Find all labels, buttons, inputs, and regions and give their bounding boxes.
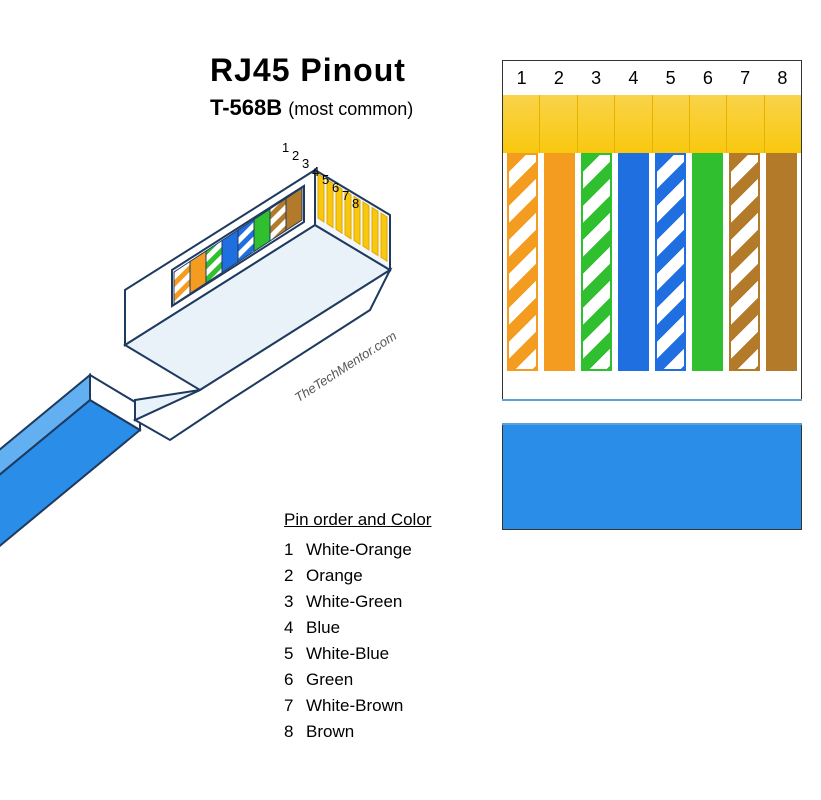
wire-7 — [729, 153, 760, 371]
subtitle-note: (most common) — [288, 99, 413, 119]
wire-8 — [766, 153, 797, 371]
gold-contact — [765, 95, 801, 153]
pin-number: 3 — [578, 61, 615, 95]
pin-number: 6 — [689, 61, 726, 95]
legend-label: Brown — [306, 722, 354, 741]
legend-label: Green — [306, 670, 353, 689]
iso-contact-6 — [363, 202, 369, 250]
legend-row: 3White-Green — [284, 592, 431, 612]
legend-row: 2Orange — [284, 566, 431, 586]
legend-title: Pin order and Color — [284, 510, 431, 530]
iso-contact-8 — [381, 213, 387, 261]
legend-row: 8Brown — [284, 722, 431, 742]
pin-number: 8 — [764, 61, 801, 95]
subtitle-main: T-568B — [210, 95, 282, 120]
iso-pin-number: 2 — [292, 148, 299, 163]
wire-3 — [581, 153, 612, 371]
subtitle: T-568B (most common) — [210, 95, 413, 121]
gold-contact — [578, 95, 615, 153]
legend-row: 7White-Brown — [284, 696, 431, 716]
iso-pin-number: 5 — [322, 172, 329, 187]
rj45-isometric-illustration: 1 2345678 — [0, 150, 440, 570]
legend-label: White-Blue — [306, 644, 389, 663]
pin-number: 1 — [503, 61, 540, 95]
gold-contact — [653, 95, 690, 153]
gold-contact-row — [503, 95, 801, 153]
wire-1 — [507, 153, 538, 371]
cable-band — [502, 399, 802, 425]
iso-pin-number: 1 — [282, 140, 289, 155]
cable-block — [503, 399, 801, 529]
title-block: RJ45 Pinout T-568B (most common) — [210, 52, 413, 121]
cable-body — [503, 425, 801, 529]
legend-num: 2 — [284, 566, 306, 586]
legend-row: 5White-Blue — [284, 644, 431, 664]
legend-title-b: Color — [391, 510, 432, 529]
legend-row: 6Green — [284, 670, 431, 690]
legend-title-a: Pin order — [284, 510, 353, 529]
wire-4 — [618, 153, 649, 371]
iso-pin-number: 4 — [312, 164, 319, 179]
pin-number: 7 — [727, 61, 764, 95]
wire-6 — [692, 153, 723, 371]
wire-row — [503, 153, 801, 371]
iso-pin-number: 8 — [352, 196, 359, 211]
pin-number-row: 12345678 — [503, 61, 801, 95]
legend-num: 5 — [284, 644, 306, 664]
legend-num: 1 — [284, 540, 306, 560]
gold-contact — [727, 95, 764, 153]
pin-number: 2 — [540, 61, 577, 95]
legend-num: 8 — [284, 722, 306, 742]
legend-label: White-Brown — [306, 696, 403, 715]
legend-title-and: and — [358, 510, 386, 529]
iso-pin-number: 6 — [332, 180, 339, 195]
iso-pin-number: 7 — [342, 188, 349, 203]
legend-num: 7 — [284, 696, 306, 716]
wire-2 — [544, 153, 575, 371]
legend-num: 3 — [284, 592, 306, 612]
legend-label: Orange — [306, 566, 363, 585]
gold-contact — [690, 95, 727, 153]
legend-row: 1White-Orange — [284, 540, 431, 560]
legend-label: White-Green — [306, 592, 402, 611]
pin-number: 5 — [652, 61, 689, 95]
gold-contact — [503, 95, 540, 153]
gold-contact — [540, 95, 577, 153]
page-title: RJ45 Pinout — [210, 52, 413, 89]
legend-label: White-Orange — [306, 540, 412, 559]
iso-contact-7 — [372, 208, 378, 256]
pin-number: 4 — [615, 61, 652, 95]
iso-pin-number: 3 — [302, 156, 309, 171]
legend-num: 6 — [284, 670, 306, 690]
legend-label: Blue — [306, 618, 340, 637]
pin-order-legend: Pin order and Color 1White-Orange2Orange… — [284, 510, 431, 748]
legend-num: 4 — [284, 618, 306, 638]
wire-5 — [655, 153, 686, 371]
legend-row: 4Blue — [284, 618, 431, 638]
wire-color-chart: 12345678 — [502, 60, 802, 530]
gold-contact — [615, 95, 652, 153]
